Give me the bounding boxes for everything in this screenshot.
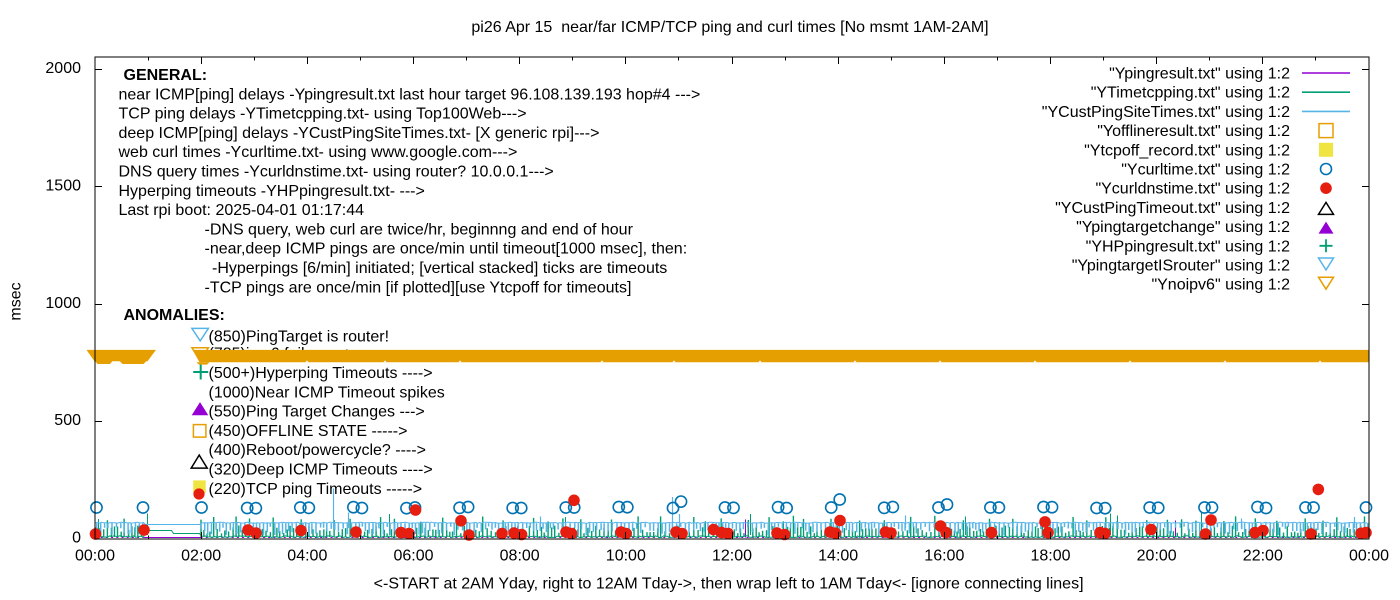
svg-text:500: 500 (54, 412, 81, 429)
svg-text:1000: 1000 (45, 295, 81, 312)
svg-text:(500+)Hyperping Timeouts ---->: (500+)Hyperping Timeouts ----> (209, 365, 433, 382)
svg-text:pi26 Apr 15 near/far ICMP/TCP: pi26 Apr 15 near/far ICMP/TCP ping and c… (471, 19, 988, 36)
svg-text:Hyperping timeouts -YHPpingres: Hyperping timeouts -YHPpingresult.txt- -… (119, 183, 425, 200)
svg-text:(450)OFFLINE STATE ----->: (450)OFFLINE STATE -----> (209, 423, 408, 440)
svg-text:2000: 2000 (45, 60, 81, 77)
svg-text:-near,deep ICMP pings are once: -near,deep ICMP pings are once/min until… (205, 241, 688, 258)
svg-text:00:00: 00:00 (1349, 548, 1389, 565)
svg-text:20:00: 20:00 (1137, 548, 1177, 565)
svg-text:02:00: 02:00 (181, 548, 221, 565)
svg-text:"Ycurldnstime.txt" using 1:2: "Ycurldnstime.txt" using 1:2 (1095, 181, 1290, 198)
svg-text:0: 0 (72, 530, 81, 547)
svg-text:<-START at 2AM Yday, right to: <-START at 2AM Yday, right to 12AM Tday-… (374, 576, 1084, 593)
svg-text:(320)Deep ICMP Timeouts ---->: (320)Deep ICMP Timeouts ----> (209, 462, 433, 479)
svg-text:ANOMALIES:: ANOMALIES: (124, 307, 225, 324)
svg-text:"Ynoipv6" using 1:2: "Ynoipv6" using 1:2 (1151, 277, 1290, 294)
svg-text:"Ytcpoff_record.txt" using 1:2: "Ytcpoff_record.txt" using 1:2 (1084, 142, 1290, 159)
svg-text:1500: 1500 (45, 177, 81, 194)
svg-text:msec: msec (8, 282, 25, 320)
svg-text:18:00: 18:00 (1030, 548, 1070, 565)
svg-text:"Ycurltime.txt" using 1:2: "Ycurltime.txt" using 1:2 (1121, 162, 1290, 179)
svg-text:(1000)Near ICMP Timeout spikes: (1000)Near ICMP Timeout spikes (209, 384, 445, 401)
svg-text:22:00: 22:00 (1243, 548, 1283, 565)
svg-text:GENERAL:: GENERAL: (124, 67, 208, 84)
svg-text:14:00: 14:00 (818, 548, 858, 565)
svg-text:"Yofflineresult.txt" using 1:2: "Yofflineresult.txt" using 1:2 (1097, 123, 1290, 140)
svg-text:(550)Ping Target Changes --->: (550)Ping Target Changes ---> (209, 404, 425, 421)
svg-text:"YTimetcpping.txt" using 1:2: "YTimetcpping.txt" using 1:2 (1091, 85, 1290, 102)
svg-text:web curl times -Ycurltime.txt-: web curl times -Ycurltime.txt- using www… (118, 144, 518, 161)
svg-text:TCP ping delays -YTimetcpping.: TCP ping delays -YTimetcpping.txt- using… (119, 106, 527, 123)
svg-text:06:00: 06:00 (393, 548, 433, 565)
svg-text:Last rpi boot: 2025-04-01 01:1: Last rpi boot: 2025-04-01 01:17:44 (119, 202, 365, 219)
svg-text:"Ypingresult.txt" using 1:2: "Ypingresult.txt" using 1:2 (1109, 66, 1290, 83)
svg-text:-DNS query, web curl are twice: -DNS query, web curl are twice/hr, begin… (205, 221, 634, 238)
svg-text:DNS query times -Ycurldnstime.: DNS query times -Ycurldnstime.txt- using… (119, 164, 554, 181)
svg-text:(850)PingTarget is router!: (850)PingTarget is router! (209, 329, 390, 346)
svg-text:"YpingtargetISrouter" using 1:: "YpingtargetISrouter" using 1:2 (1072, 258, 1290, 275)
svg-text:"Ypingtargetchange" using 1:2: "Ypingtargetchange" using 1:2 (1076, 219, 1290, 236)
svg-text:-Hyperpings [6/min] initiated;: -Hyperpings [6/min] initiated; [vertical… (212, 260, 667, 277)
svg-text:(400)Reboot/powercycle? ---->: (400)Reboot/powercycle? ----> (209, 442, 426, 459)
svg-text:(220)TCP ping Timeouts ----->: (220)TCP ping Timeouts -----> (209, 481, 423, 498)
svg-text:near ICMP[ping] delays -Ypingr: near ICMP[ping] delays -Ypingresult.txt … (119, 86, 701, 103)
svg-text:deep ICMP[ping] delays -YCustP: deep ICMP[ping] delays -YCustPingSiteTim… (119, 125, 600, 142)
svg-text:-TCP pings are once/min [if pl: -TCP pings are once/min [if plotted][use… (205, 279, 632, 296)
svg-text:10:00: 10:00 (606, 548, 646, 565)
svg-text:04:00: 04:00 (287, 548, 327, 565)
svg-text:08:00: 08:00 (500, 548, 540, 565)
svg-text:"YHPpingresult.txt" using 1:2: "YHPpingresult.txt" using 1:2 (1086, 238, 1290, 255)
svg-text:00:00: 00:00 (75, 548, 115, 565)
svg-text:"YCustPingTimeout.txt" using 1: "YCustPingTimeout.txt" using 1:2 (1055, 200, 1290, 217)
svg-text:12:00: 12:00 (712, 548, 752, 565)
svg-text:"YCustPingSiteTimes.txt" using: "YCustPingSiteTimes.txt" using 1:2 (1042, 104, 1290, 121)
svg-text:16:00: 16:00 (924, 548, 964, 565)
